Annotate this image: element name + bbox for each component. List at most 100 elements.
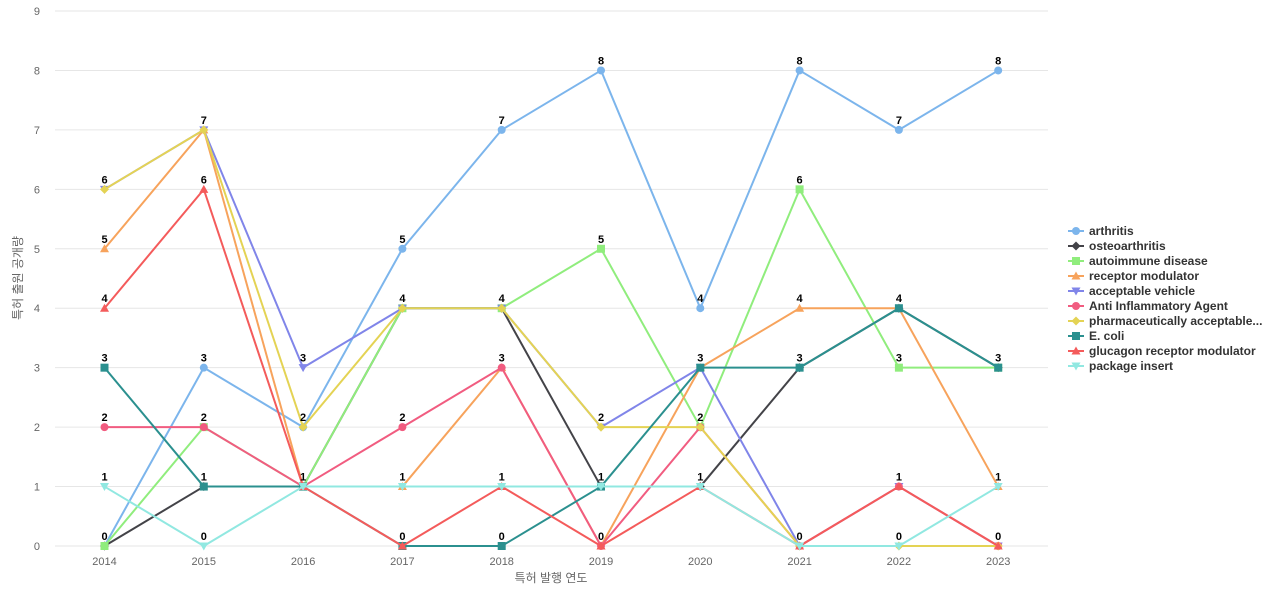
y-tick-label: 9: [34, 6, 40, 18]
x-axis-title: 특허 발행 연도: [515, 570, 588, 585]
data-point[interactable]: [994, 66, 1003, 75]
legend-marker[interactable]: [1071, 362, 1081, 371]
data-point[interactable]: [199, 363, 208, 372]
data-point[interactable]: [100, 483, 109, 492]
data-point[interactable]: [298, 483, 308, 492]
series-line: [104, 366, 999, 547]
data-point[interactable]: [894, 125, 903, 134]
legend-item[interactable]: acceptable vehicle: [1068, 284, 1195, 298]
data-point[interactable]: [397, 541, 407, 550]
legend-label: glucagon receptor modulator: [1089, 344, 1256, 358]
data-point[interactable]: [100, 542, 109, 550]
data-point[interactable]: [894, 542, 904, 551]
legend-item[interactable]: E. coli: [1068, 329, 1124, 343]
x-tick-label: 2021: [787, 556, 811, 568]
legend-item[interactable]: osteoarthritis: [1068, 239, 1166, 253]
legend-marker[interactable]: [1071, 346, 1081, 355]
data-point[interactable]: [398, 423, 407, 432]
data-point[interactable]: [596, 483, 606, 492]
data-point[interactable]: [993, 483, 1003, 492]
data-point[interactable]: [199, 423, 208, 432]
legend-label: package insert: [1089, 359, 1173, 373]
data-point[interactable]: [199, 184, 209, 193]
data-point[interactable]: [199, 125, 209, 135]
legend-marker[interactable]: [1071, 241, 1081, 251]
x-tick-label: 2016: [291, 556, 315, 568]
legend-marker[interactable]: [1072, 227, 1080, 235]
data-point[interactable]: [696, 363, 705, 372]
data-point[interactable]: [497, 303, 507, 313]
data-point[interactable]: [596, 422, 606, 432]
data-label: 4: [896, 293, 903, 305]
data-point[interactable]: [597, 244, 605, 253]
legend-marker[interactable]: [1072, 257, 1080, 265]
x-tick-label: 2018: [489, 556, 513, 568]
x-tick-label: 2019: [589, 556, 613, 568]
data-point[interactable]: [596, 541, 606, 550]
data-point[interactable]: [497, 125, 506, 134]
legend-item[interactable]: package insert: [1068, 359, 1173, 373]
legend-item[interactable]: glucagon receptor modulator: [1068, 344, 1256, 358]
data-point[interactable]: [100, 363, 109, 372]
data-point[interactable]: [397, 303, 407, 313]
data-label: 3: [797, 353, 803, 365]
data-label: 5: [399, 234, 405, 246]
data-point[interactable]: [397, 483, 407, 492]
y-tick-label: 1: [34, 482, 40, 494]
legend-item[interactable]: pharmaceutically acceptable...: [1068, 314, 1262, 328]
data-point[interactable]: [695, 422, 705, 432]
data-label: 1: [399, 472, 405, 484]
legend-marker[interactable]: [1072, 332, 1080, 340]
series-line: [103, 128, 999, 547]
data-point[interactable]: [398, 244, 407, 253]
series-line: [103, 69, 999, 547]
data-label: 1: [499, 472, 505, 484]
data-point[interactable]: [993, 541, 1003, 550]
data-point[interactable]: [199, 542, 209, 551]
legend-marker[interactable]: [1071, 271, 1081, 280]
data-point[interactable]: [894, 482, 904, 491]
legend-marker[interactable]: [1072, 302, 1080, 310]
legend-item[interactable]: Anti Inflammatory Agent: [1068, 299, 1228, 313]
data-point[interactable]: [100, 184, 109, 194]
data-point[interactable]: [100, 244, 109, 253]
data-label: 1: [995, 472, 1001, 484]
data-point[interactable]: [497, 363, 506, 372]
legend-label: osteoarthritis: [1089, 239, 1166, 253]
data-label: 5: [598, 234, 604, 246]
data-point[interactable]: [100, 423, 109, 432]
legend-item[interactable]: autoimmune disease: [1068, 254, 1208, 268]
data-point[interactable]: [696, 304, 705, 313]
x-tick-label: 2017: [390, 556, 414, 568]
data-point[interactable]: [695, 483, 705, 492]
data-point[interactable]: [298, 422, 308, 432]
data-point[interactable]: [894, 304, 903, 313]
legend-marker[interactable]: [1071, 287, 1081, 296]
data-label: 0: [896, 531, 902, 543]
data-point[interactable]: [497, 542, 506, 550]
data-point[interactable]: [597, 66, 605, 75]
data-point[interactable]: [795, 363, 804, 372]
data-point[interactable]: [199, 482, 208, 491]
data-point[interactable]: [298, 364, 308, 373]
legend-label: pharmaceutically acceptable...: [1089, 314, 1262, 328]
data-label: 1: [598, 472, 604, 484]
data-label: 3: [201, 353, 207, 365]
x-tick-label: 2023: [986, 556, 1010, 568]
series-package-insert: [100, 483, 1003, 551]
data-point[interactable]: [795, 303, 805, 312]
data-point[interactable]: [497, 483, 507, 492]
legend-item[interactable]: receptor modulator: [1068, 269, 1199, 283]
data-point[interactable]: [795, 542, 805, 551]
data-point[interactable]: [894, 363, 903, 372]
legend-marker[interactable]: [1071, 316, 1081, 326]
data-point[interactable]: [994, 363, 1003, 372]
legend-label: receptor modulator: [1089, 269, 1199, 283]
data-point[interactable]: [795, 185, 804, 194]
data-point[interactable]: [100, 303, 109, 312]
data-point[interactable]: [795, 66, 804, 75]
data-label: 2: [697, 412, 703, 424]
data-label: 0: [598, 531, 604, 543]
legend-item[interactable]: arthritis: [1068, 224, 1134, 238]
